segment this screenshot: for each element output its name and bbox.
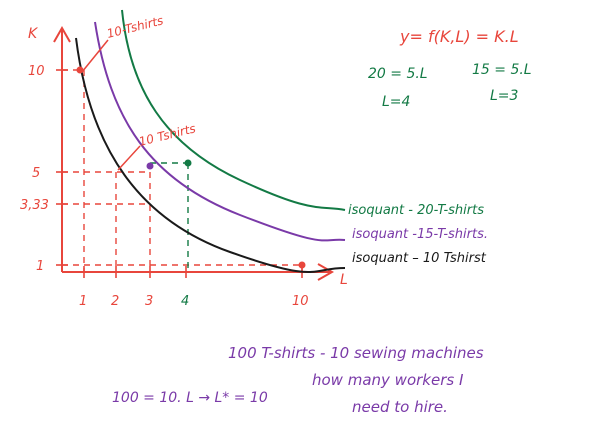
result-left: L=4 [382, 94, 410, 110]
isoquant-curve-15 [94, 21, 346, 242]
isoquant-curve-10 [75, 37, 346, 273]
x-tick-4: 4 [181, 294, 189, 309]
y-tick-10: 10 [28, 64, 45, 79]
axes: K L [28, 25, 348, 288]
production-function: y= f(K,L) = K.L [399, 27, 519, 46]
pointer-top [81, 39, 109, 73]
curve-label-top: 10-Tshirts [105, 13, 164, 41]
point-k5-l3 [146, 162, 154, 170]
point-k10-l1 [76, 66, 84, 74]
tick-marks [56, 69, 303, 278]
point-k5-l4 [184, 159, 192, 167]
equation-left: 20 = 5.L [368, 66, 428, 82]
y-tick-5: 5 [32, 166, 40, 181]
note-line-1: 100 T-shirts - 10 sewing machines [228, 344, 484, 362]
y-tick-3-33: 3,33 [20, 198, 49, 213]
x-axis-label: L [340, 272, 348, 288]
legend-isoquant-10: isoquant – 10 Tshirst [352, 251, 487, 266]
x-tick-10: 10 [292, 294, 309, 309]
y-axis-label: K [28, 26, 39, 42]
point-k1-l10 [298, 261, 306, 269]
x-axis-arrow [317, 263, 335, 281]
note-line-3: need to hire. [352, 398, 448, 416]
x-tick-1: 1 [79, 294, 87, 309]
guide-lines [62, 69, 303, 272]
x-tick-2: 2 [111, 294, 119, 309]
equation-right: 15 = 5.L [472, 62, 532, 78]
x-tick-labels: 1 2 3 4 10 [79, 294, 309, 309]
isoquant-curve-20 [121, 9, 346, 211]
calc-line: 100 = 10. L → L* = 10 [112, 390, 268, 406]
result-right: L=3 [490, 88, 518, 104]
y-tick-labels: 10 5 3,33 1 [20, 64, 49, 274]
pointer-mid [117, 145, 141, 171]
x-tick-3: 3 [145, 294, 153, 309]
legend-isoquant-15: isoquant -15-T-shirts. [352, 227, 488, 242]
note-line-2: how many workers I [312, 371, 464, 389]
legend-isoquant-20: isoquant - 20-T-shirts [348, 203, 484, 218]
y-tick-1: 1 [36, 259, 44, 274]
y-axis-arrow [53, 25, 71, 43]
